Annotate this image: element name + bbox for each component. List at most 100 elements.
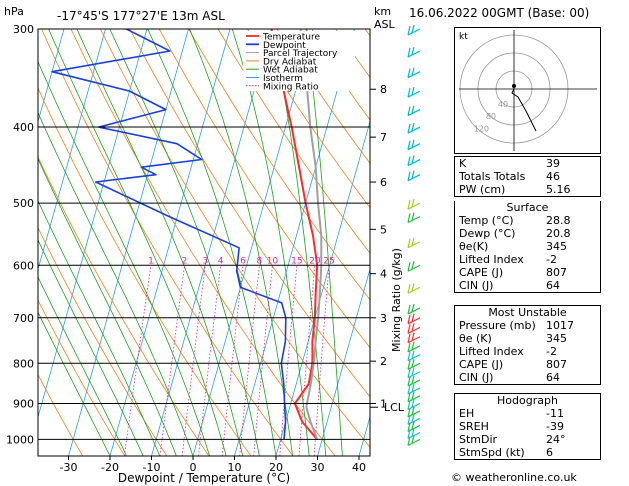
wind-barb-flag [411, 313, 415, 322]
wind-barb-flag [407, 351, 411, 361]
most-unstable-label: CAPE (J) [459, 358, 504, 371]
legend-entry: Dry Adiabat [263, 57, 317, 67]
hpa-label: hPa [4, 5, 24, 18]
wind-barb [407, 354, 421, 362]
pressure-tick-label: 800 [13, 357, 34, 370]
x-tick-label: 0 [190, 461, 197, 474]
dry-adiabat-line [217, 29, 370, 254]
surface-label: θe(K) [459, 240, 489, 253]
surface-title: Surface [506, 201, 549, 214]
mixing-ratio-line [253, 265, 273, 456]
most-unstable-label: Pressure (mb) [459, 319, 536, 332]
dry-adiabat-line [38, 226, 168, 456]
km-tick-label: 1 [380, 397, 387, 410]
series-temperature [270, 29, 319, 441]
legend-entry: Temperature [262, 33, 320, 43]
wind-barb-flag [407, 400, 411, 410]
wind-barb [407, 286, 421, 294]
wind-barb-flag [407, 47, 411, 58]
hodograph-kt-label: kt [459, 32, 468, 42]
index-value: 46 [546, 170, 560, 183]
dry-adiabat-line [276, 29, 370, 164]
mixing-ratio-line [123, 265, 152, 456]
pressure-tick-label: 400 [13, 121, 34, 134]
wind-barb [407, 215, 421, 224]
wind-barb-flag [411, 428, 415, 437]
wind-barb-flag [411, 67, 415, 76]
hodograph-ring-label: 80 [486, 112, 496, 121]
wet-adiabat-line [189, 29, 293, 456]
isotherm-line [68, 29, 189, 456]
x-tick-label: -20 [101, 461, 119, 474]
wind-barb-flag [407, 140, 411, 150]
surface-value: -2 [546, 253, 557, 266]
wind-barb-flag [411, 406, 415, 416]
legend-box [243, 31, 355, 91]
mixing-ratio-line [159, 265, 185, 456]
dry-adiabat-line [188, 29, 370, 301]
mixing-ratio-label: 2 [182, 256, 188, 266]
surface-panel: Surface Temp (°C) 28.8 Dewp (°C) 20.8 θe(K) 3… [454, 201, 601, 293]
wind-barb [407, 241, 421, 249]
wind-barb-flag [407, 238, 411, 248]
wind-barb-flag [407, 422, 411, 432]
most-unstable-row: θe (K) 345 [455, 332, 600, 345]
hodograph-storm-marker [512, 84, 516, 88]
mixing-ratio-label: 6 [240, 256, 246, 266]
wind-barb [407, 317, 421, 325]
most-unstable-value: 345 [546, 332, 567, 345]
wind-barb [407, 345, 421, 353]
mixing-ratio-label: 4 [218, 256, 224, 266]
legend-entry: Wet Adiabat [263, 66, 318, 76]
wet-adiabat-line [147, 29, 277, 456]
most-unstable-value: 807 [546, 358, 567, 371]
mixing-ratio-axis-label: Mixing Ratio (g/kg) [390, 248, 403, 352]
wind-barb-flag [407, 199, 411, 210]
hodograph-stat-value: -11 [546, 407, 564, 420]
wind-barb [407, 202, 421, 210]
legend-entry: Dewpoint [263, 41, 306, 51]
km-tick-label: 4 [380, 268, 387, 281]
wind-barb-flag [411, 421, 415, 430]
wet-adiabat-line [271, 29, 327, 456]
most-unstable-row: CAPE (J) 807 [455, 358, 600, 371]
index-value: 5.16 [546, 183, 571, 196]
index-label: Totals Totals [459, 170, 526, 183]
wet-adiabat-line [38, 199, 161, 456]
wind-barb-flag [407, 384, 411, 395]
wind-barb-flag [411, 237, 415, 246]
wind-barb-flag [411, 139, 415, 148]
dry-adiabat-line [100, 29, 370, 448]
km-tick-label: 5 [380, 223, 387, 236]
isotherm-line [109, 29, 231, 456]
mixing-ratio-line [181, 265, 206, 456]
index-label: PW (cm) [459, 183, 506, 196]
isotherm-line [192, 29, 314, 456]
x-tick-label: 40 [352, 461, 366, 474]
km-tick-label: 2 [380, 355, 387, 368]
hodograph-stat-value: -39 [546, 420, 564, 433]
x-tick-label: 20 [269, 461, 283, 474]
index-row: K 39 [455, 157, 600, 170]
wind-barb-flag [411, 170, 415, 179]
hodograph-panel: 40 80 120 kt [454, 27, 601, 154]
wind-barb [407, 109, 421, 117]
wind-barb-flag [411, 367, 415, 376]
dry-adiabat-line [38, 299, 126, 456]
wind-barb-flag [407, 392, 411, 402]
series-parcel-trajectory [299, 29, 323, 440]
mixing-ratio-line [279, 265, 298, 456]
x-tick-label: -10 [143, 461, 161, 474]
hodograph-ring-label: 40 [498, 100, 508, 109]
dry-adiabat-line [70, 29, 336, 456]
wet-adiabat-line [38, 60, 210, 456]
wind-barb-flag [411, 359, 415, 368]
most-unstable-label: CIN (J) [459, 371, 494, 384]
hodograph-stat-row: SREH -39 [455, 420, 600, 433]
legend-entry: Mixing Ratio [263, 82, 319, 92]
x-tick-label: -30 [60, 461, 78, 474]
lcl-label: LCL [384, 401, 405, 414]
most-unstable-label: Lifted Index [459, 345, 524, 358]
date-label: 16.06.2022 00GMT (Base: 00) [409, 6, 590, 20]
